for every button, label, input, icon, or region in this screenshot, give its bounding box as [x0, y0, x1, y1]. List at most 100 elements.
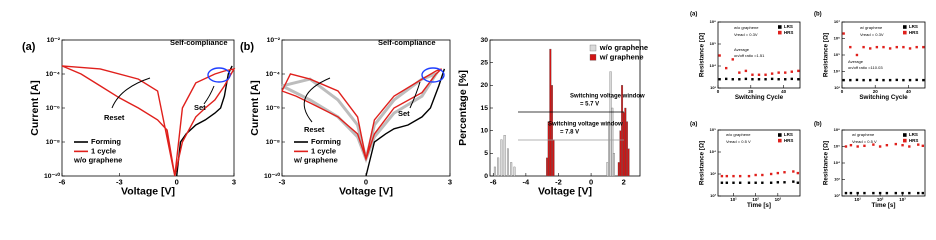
y-tick-label: 10⁻⁶	[46, 105, 60, 112]
annotation: Set	[194, 103, 206, 112]
point	[754, 173, 757, 177]
annotation: Switching voltage window	[548, 122, 623, 128]
point	[747, 181, 751, 184]
x-tick-label: 2	[622, 178, 626, 187]
decoration	[303, 77, 331, 123]
curve	[176, 65, 233, 177]
point	[797, 78, 800, 81]
annotation: = 5.7 V	[580, 102, 599, 108]
point	[875, 45, 879, 49]
point	[878, 191, 882, 195]
y-tick-label: 10⁵	[834, 144, 841, 149]
note: Vread = 0.5 V	[852, 139, 877, 144]
legend-swatch	[903, 138, 907, 143]
y-tick-label: 10⁷	[834, 19, 841, 24]
point	[863, 191, 866, 195]
point	[757, 73, 761, 76]
legend-swatch	[778, 25, 782, 29]
note: w/ graphene	[852, 132, 875, 137]
note: w/o graphene	[734, 25, 759, 30]
point	[751, 73, 754, 76]
point	[885, 143, 889, 147]
point	[725, 77, 728, 81]
point	[922, 78, 925, 82]
y-axis-label: Resistance [Ω]	[698, 141, 705, 185]
y-axis-label: Resistance [Ω]	[822, 33, 829, 77]
point	[862, 45, 865, 49]
decoration	[203, 85, 215, 105]
y-tick-label: 10²	[834, 193, 841, 198]
y-tick-label: 0	[484, 173, 488, 180]
y-tick-label: 10⁻⁸	[266, 139, 280, 146]
point	[894, 191, 898, 195]
y-tick-label: 10⁻¹⁰	[44, 172, 60, 180]
point	[731, 58, 734, 61]
annotation: Set	[398, 109, 410, 118]
y-tick-label: 10⁻²	[267, 37, 281, 44]
point	[770, 77, 774, 81]
point	[856, 145, 859, 148]
x-tick-label: 20	[873, 89, 879, 94]
point	[764, 78, 767, 81]
curve	[281, 68, 443, 162]
x-tick-label: 3	[448, 178, 452, 187]
hist-bar	[513, 166, 516, 177]
point	[784, 71, 787, 74]
point	[842, 32, 845, 35]
x-tick-label: 40	[781, 89, 787, 94]
point	[725, 174, 729, 178]
panel-label: (a)	[22, 41, 36, 53]
x-tick-label: -3	[279, 178, 286, 187]
point	[783, 171, 786, 174]
y-tick-label: 10⁻⁶	[266, 105, 280, 112]
annotation: = 7.8 V	[560, 130, 579, 136]
point	[908, 47, 912, 50]
legend-swatch	[778, 133, 782, 137]
point	[776, 171, 780, 175]
point	[849, 78, 852, 82]
point	[849, 45, 852, 49]
point	[770, 72, 774, 75]
note: Vread = 0.5 V	[726, 139, 751, 144]
y-tick-label: 10⁻⁴	[266, 71, 280, 78]
x-tick-label: 0	[841, 89, 844, 94]
hist-bar	[493, 166, 496, 177]
hist-bar	[612, 153, 615, 177]
note: Vread = 0.3V	[860, 32, 884, 37]
point	[796, 181, 800, 184]
x-tick-label: 0	[175, 178, 179, 187]
point	[790, 70, 793, 73]
legend-swatch	[589, 54, 597, 61]
point	[872, 191, 875, 195]
x-tick-label: 0	[717, 89, 720, 94]
point	[784, 78, 787, 81]
point	[885, 191, 889, 195]
point	[738, 78, 741, 81]
legend-swatch	[778, 30, 782, 35]
hist-bar	[622, 112, 625, 177]
hist-bar	[625, 121, 628, 177]
annotation: Self-compliance	[378, 38, 436, 47]
point	[844, 145, 848, 148]
point	[872, 143, 875, 146]
point	[863, 144, 866, 148]
point	[720, 174, 724, 178]
y-tick-label: 10⁶	[834, 36, 841, 41]
y-tick-label: 10⁴	[709, 63, 716, 68]
point	[882, 45, 885, 49]
y-axis-label: Current [A]	[249, 80, 261, 135]
y-tick-label: 20	[480, 82, 488, 89]
y-tick-label: 10³	[710, 85, 717, 90]
point	[764, 73, 767, 76]
hist-bar	[500, 139, 503, 177]
x-tick-label: 0	[364, 178, 368, 187]
x-axis-label: Voltage [V]	[538, 186, 592, 198]
point	[769, 181, 773, 184]
point	[754, 181, 757, 184]
plot-frame	[717, 129, 801, 197]
legend-swatch	[778, 138, 782, 143]
point	[902, 45, 905, 49]
point	[732, 181, 735, 184]
legend-label: HRS	[784, 30, 794, 35]
note: w/ graphene	[860, 25, 883, 30]
